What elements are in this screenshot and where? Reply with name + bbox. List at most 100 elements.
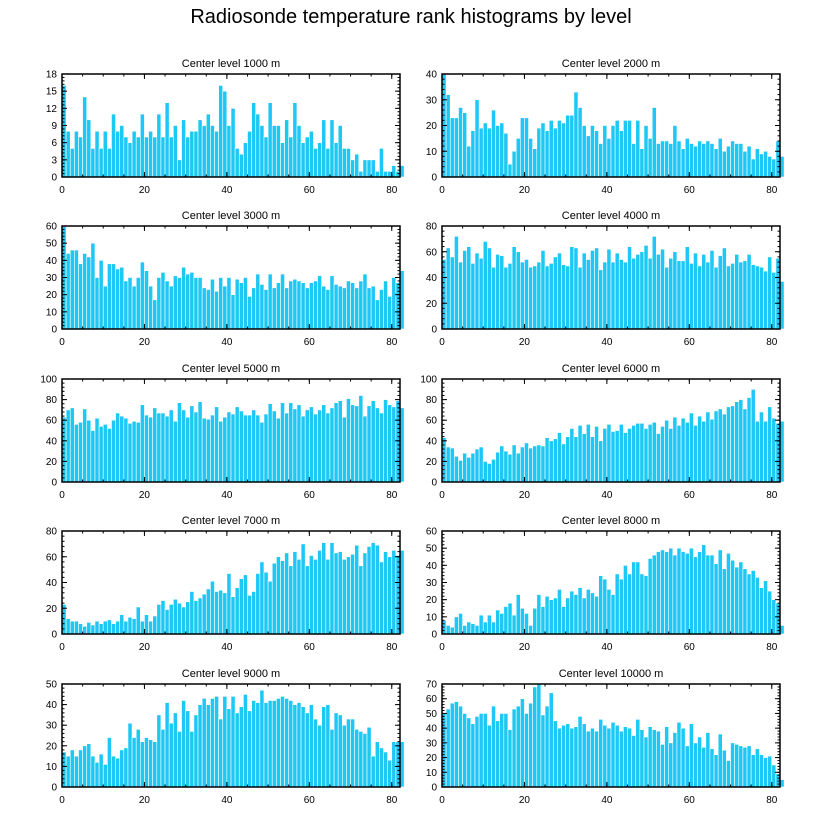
- histogram-panel-6: Center level 6000 m 0 20 40 60 80 100 0 20 40 60 80: [420, 363, 785, 501]
- bar: [767, 406, 773, 483]
- x-tick-label: 60: [684, 795, 696, 806]
- bar: [561, 443, 566, 483]
- bar: [581, 597, 587, 635]
- bar: [520, 261, 525, 330]
- bar: [742, 408, 748, 483]
- y-tick-label: 30: [46, 273, 58, 284]
- bar: [333, 284, 339, 330]
- y-tick-label: 0: [51, 478, 57, 489]
- bar: [544, 595, 550, 635]
- bar: [172, 712, 178, 788]
- bar: [346, 718, 351, 788]
- bar: [532, 686, 538, 788]
- bar: [284, 119, 290, 178]
- bar: [478, 614, 484, 635]
- y-tick-label: 9: [51, 121, 57, 132]
- histogram-panel-1: Center level 1000 m 0 3 6 9 12 15 18 0 20 40 60 80: [46, 58, 405, 196]
- y-tick-label: 80: [426, 222, 438, 233]
- bar: [346, 556, 351, 635]
- x-tick-label: 40: [221, 490, 233, 501]
- x-tick-label: 0: [439, 185, 445, 196]
- histogram-panel-2: Center level 2000 m 0 10 20 30 40 0 20 40 60 80: [426, 58, 785, 196]
- bar: [466, 246, 472, 330]
- bar: [247, 130, 252, 178]
- bar: [214, 290, 219, 330]
- bar: [557, 252, 562, 330]
- bar: [329, 275, 335, 330]
- bar: [127, 277, 133, 330]
- y-tick-label: 0: [431, 630, 437, 641]
- bar: [746, 145, 752, 178]
- y-tick-label: 40: [46, 436, 58, 447]
- bar: [734, 254, 740, 330]
- bar: [713, 563, 719, 635]
- bar: [205, 418, 211, 483]
- bar: [127, 422, 133, 483]
- bar: [255, 702, 261, 788]
- bar: [618, 730, 624, 788]
- y-tick-label: 20: [426, 457, 438, 468]
- bar: [168, 604, 174, 635]
- bar: [354, 153, 360, 178]
- bar: [573, 91, 579, 178]
- bar: [193, 130, 199, 178]
- bar: [487, 724, 492, 788]
- bar: [337, 285, 343, 330]
- bar: [333, 552, 339, 635]
- bar: [668, 257, 674, 330]
- bar: [321, 404, 327, 483]
- x-tick-label: 60: [304, 642, 316, 653]
- x-tick-label: 20: [519, 795, 531, 806]
- bar: [458, 261, 463, 330]
- bar: [590, 250, 595, 330]
- bar: [680, 260, 686, 330]
- bar: [746, 573, 752, 635]
- x-tick-label: 80: [386, 185, 398, 196]
- bar: [660, 140, 665, 178]
- bar: [214, 696, 219, 788]
- bar: [119, 614, 125, 635]
- bar: [238, 410, 244, 483]
- bar: [754, 748, 760, 788]
- bar: [693, 252, 698, 330]
- bar: [771, 764, 777, 788]
- bar: [680, 727, 686, 788]
- bar: [763, 580, 768, 635]
- bar: [631, 257, 637, 330]
- bar: [65, 755, 71, 788]
- bar: [243, 693, 248, 788]
- bar: [548, 692, 554, 788]
- bar: [152, 615, 158, 635]
- bar: [177, 159, 182, 178]
- bar: [750, 158, 756, 178]
- y-tick-label: 50: [46, 239, 58, 250]
- bar: [705, 411, 711, 483]
- bar: [668, 547, 674, 635]
- bar: [668, 428, 674, 483]
- bar: [160, 600, 166, 635]
- bar: [569, 727, 575, 788]
- plot-frame: [441, 378, 781, 483]
- bar: [721, 568, 727, 635]
- bar: [304, 287, 310, 330]
- bar: [598, 269, 604, 330]
- y-tick-label: 50: [426, 709, 438, 720]
- bar: [491, 109, 496, 178]
- bar: [750, 264, 756, 330]
- bar: [234, 148, 240, 178]
- bar: [672, 125, 678, 178]
- bar: [581, 125, 587, 178]
- bar: [495, 254, 501, 330]
- bar: [333, 142, 339, 178]
- bar: [230, 294, 236, 330]
- y-tick-label: 60: [46, 222, 58, 233]
- bar: [201, 125, 207, 178]
- bar: [618, 578, 624, 635]
- bar: [602, 724, 608, 788]
- bar: [734, 143, 740, 178]
- bar: [329, 119, 335, 178]
- bar: [684, 138, 690, 178]
- bar: [709, 250, 715, 330]
- bar: [325, 559, 331, 635]
- bar: [759, 754, 764, 788]
